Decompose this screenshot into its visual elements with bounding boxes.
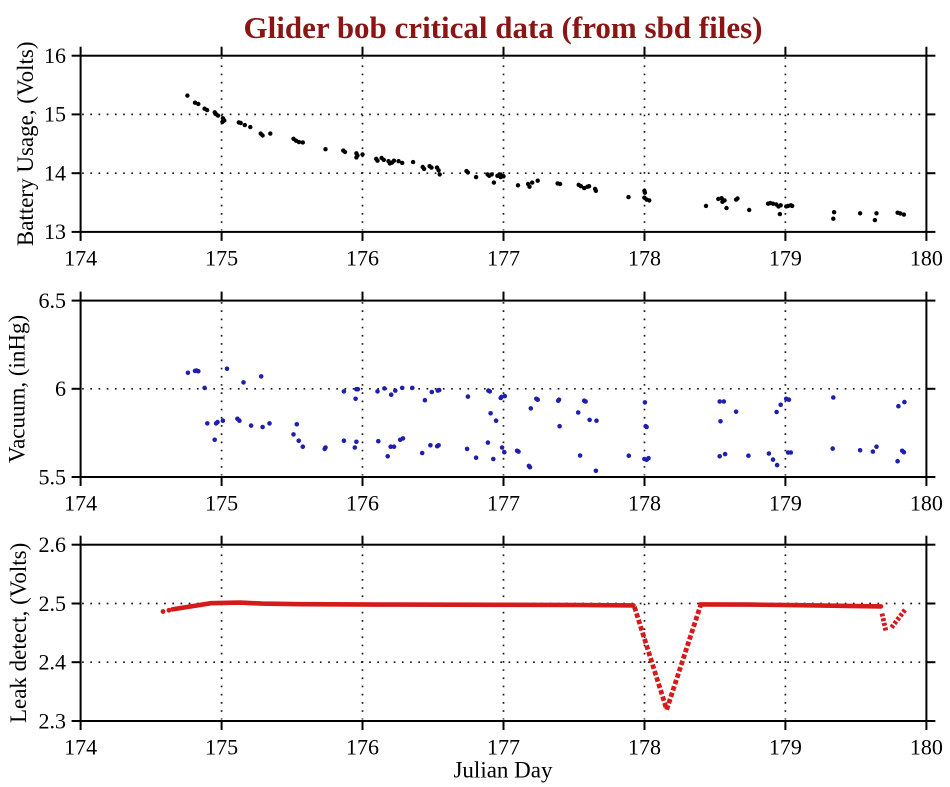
svg-text:175: 175 [205,490,238,515]
svg-text:16: 16 [44,43,66,68]
svg-text:Glider bob critical data (from: Glider bob critical data (from sbd files… [244,10,763,45]
svg-text:Battery Usage, (Volts): Battery Usage, (Volts) [13,41,38,246]
svg-text:179: 179 [769,245,802,270]
svg-text:14: 14 [44,161,66,186]
svg-text:180: 180 [910,245,943,270]
svg-text:174: 174 [64,490,97,515]
svg-text:2.6: 2.6 [39,532,67,557]
svg-text:15: 15 [44,102,66,127]
svg-text:6: 6 [55,376,66,401]
svg-text:180: 180 [910,734,943,759]
svg-text:5.5: 5.5 [39,464,67,489]
svg-text:Vacuum, (inHg): Vacuum, (inHg) [5,315,30,463]
svg-text:179: 179 [769,734,802,759]
svg-text:178: 178 [628,490,661,515]
svg-text:174: 174 [64,245,97,270]
svg-text:177: 177 [487,245,520,270]
svg-text:2.5: 2.5 [39,591,67,616]
svg-text:176: 176 [346,490,379,515]
svg-text:180: 180 [910,490,943,515]
svg-text:6.5: 6.5 [39,288,67,313]
svg-text:Leak detect, (Volts): Leak detect, (Volts) [6,543,31,723]
svg-text:178: 178 [628,245,661,270]
svg-text:13: 13 [44,219,66,244]
svg-text:176: 176 [346,734,379,759]
svg-text:2.3: 2.3 [39,708,67,733]
svg-text:179: 179 [769,490,802,515]
svg-text:175: 175 [205,734,238,759]
svg-text:178: 178 [628,734,661,759]
svg-text:177: 177 [487,490,520,515]
svg-text:Julian Day: Julian Day [453,758,553,783]
svg-text:177: 177 [487,734,520,759]
svg-text:176: 176 [346,245,379,270]
svg-text:2.4: 2.4 [39,650,67,675]
svg-text:174: 174 [64,734,97,759]
svg-text:175: 175 [205,245,238,270]
